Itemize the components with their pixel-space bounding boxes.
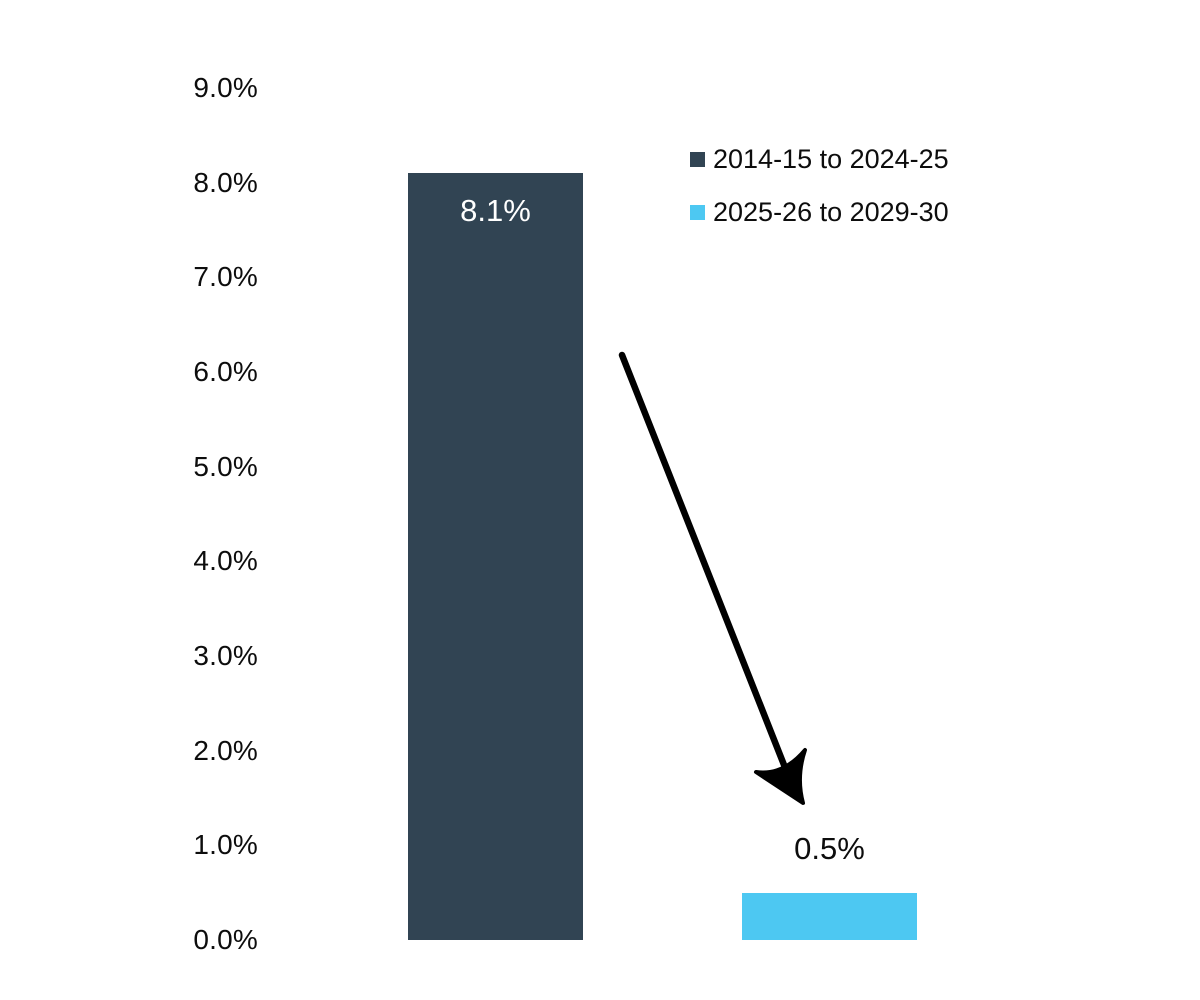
y-tick-label: 1.0%: [193, 829, 258, 861]
legend: 2014-15 to 2024-25 2025-26 to 2029-30: [690, 144, 949, 252]
legend-swatch-dark-icon: [690, 152, 705, 167]
bar-value-label: 8.1%: [460, 193, 531, 229]
legend-item-2025-26-to-2029-30: 2025-26 to 2029-30: [690, 197, 949, 227]
y-tick-label: 3.0%: [193, 640, 258, 671]
bar-2025-26-to-2029-30: [742, 892, 917, 940]
legend-swatch-light-blue-icon: [690, 205, 705, 220]
y-tick-label: 6.0%: [193, 356, 258, 387]
y-tick-label: 2.0%: [193, 734, 258, 766]
legend-item-2014-15-to-2024-25: 2014-15 to 2024-25: [690, 144, 949, 174]
legend-label: 2014-15 to 2024-25: [713, 144, 949, 174]
y-tick-label: 0.0%: [193, 924, 258, 955]
legend-label: 2025-26 to 2029-30: [713, 197, 949, 227]
y-tick-label: 5.0%: [193, 450, 258, 482]
y-axis: 9.0% 8.0% 7.0% 6.0% 5.0% 4.0% 3.0% 2.0% …: [0, 0, 258, 1000]
y-tick-label: 9.0%: [193, 72, 258, 103]
bar-2014-15-to-2024-25: 8.1%: [408, 173, 583, 940]
bar-value-label: 0.5%: [794, 830, 865, 866]
y-tick-label: 4.0%: [193, 545, 258, 577]
y-tick-label: 7.0%: [193, 261, 258, 293]
y-tick-label: 8.0%: [193, 166, 258, 198]
